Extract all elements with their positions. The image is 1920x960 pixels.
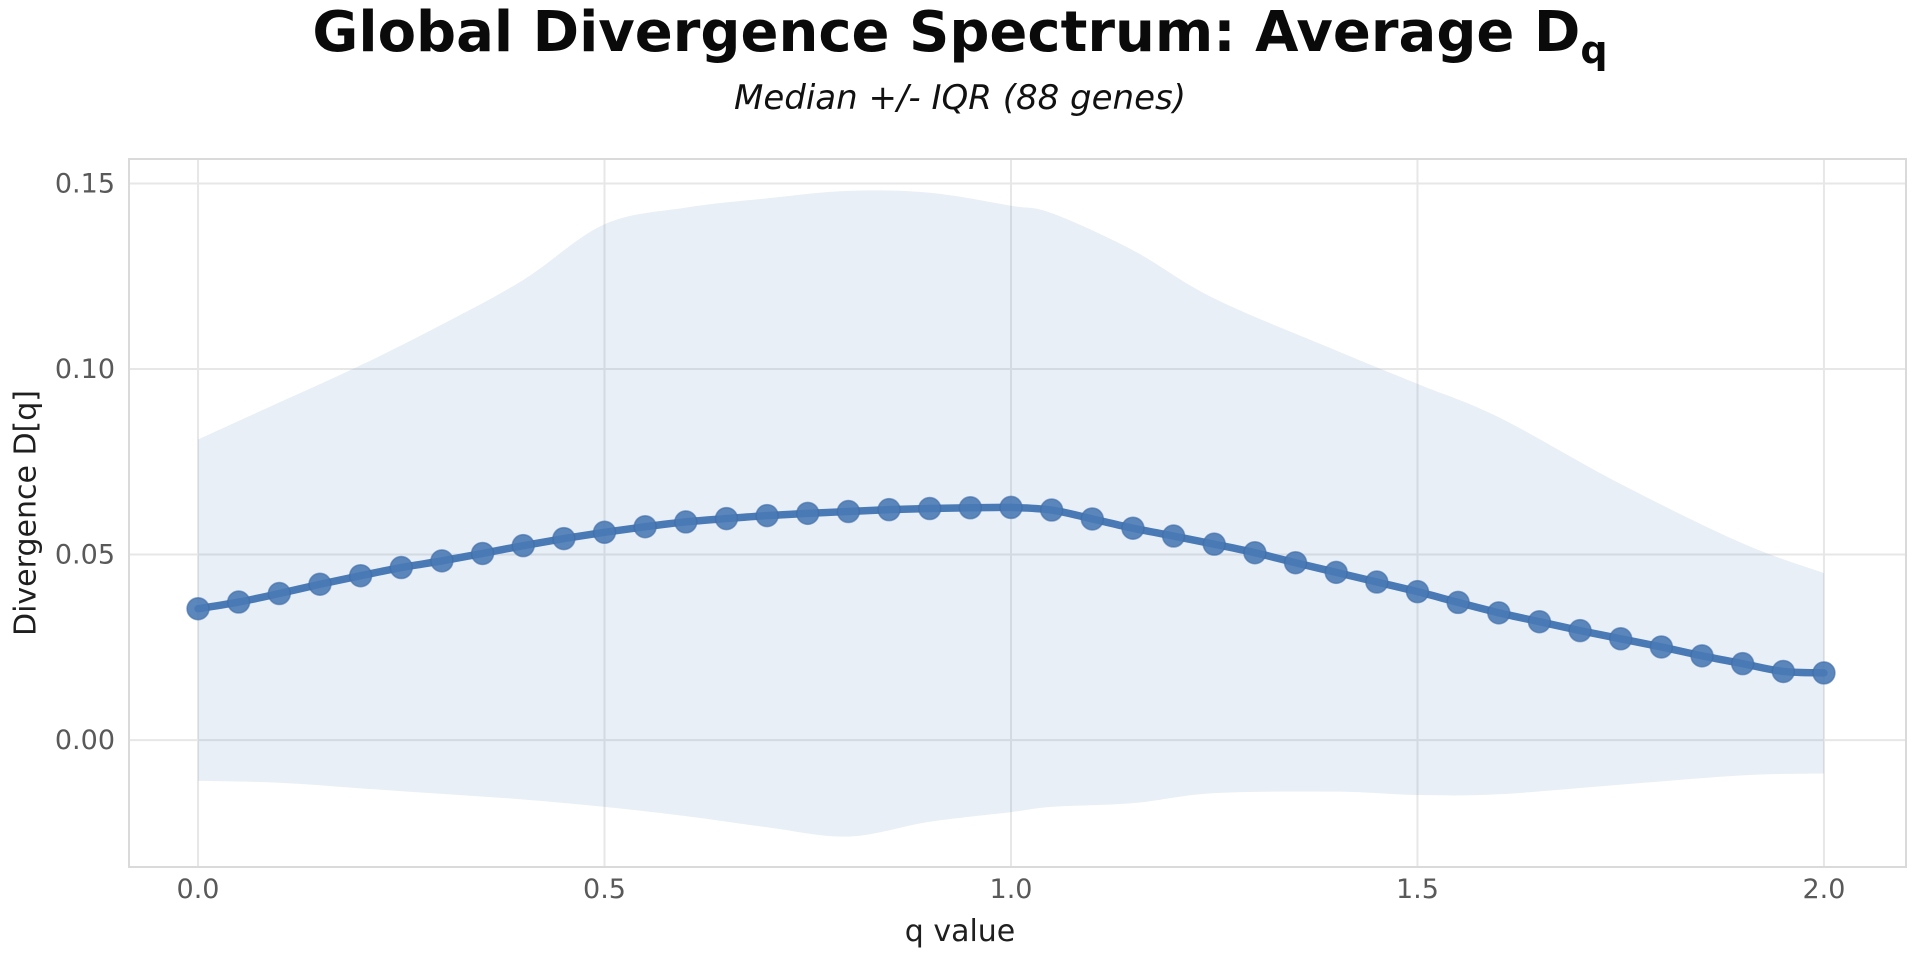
data-point-marker: [1405, 579, 1430, 604]
data-point-marker: [1202, 532, 1226, 556]
data-point-marker: [1446, 590, 1470, 615]
chart-title-text: Global Divergence Spectrum: Average D: [312, 0, 1581, 65]
data-point-marker: [1690, 644, 1714, 668]
data-point-marker: [1365, 570, 1389, 594]
data-point-marker: [1812, 661, 1836, 685]
data-point-marker: [1608, 627, 1633, 651]
data-point-marker: [348, 563, 373, 588]
data-point-marker: [1039, 498, 1064, 522]
data-point-marker: [1487, 601, 1511, 625]
chart-title-subscript: q: [1580, 28, 1608, 72]
data-point-marker: [552, 526, 576, 551]
chart-subtitle: Median +/- IQR (88 genes): [734, 78, 1186, 118]
x-tick-label: 1.5: [1396, 874, 1439, 905]
data-point-marker: [226, 590, 251, 614]
plot-border: [128, 158, 1907, 868]
y-tick-label: 0.05: [55, 540, 115, 571]
data-point-marker: [267, 581, 292, 606]
data-point-marker: [592, 520, 617, 545]
data-point-marker: [511, 533, 535, 558]
data-point-marker: [308, 572, 332, 596]
data-point-marker: [1121, 516, 1145, 540]
data-point-marker: [186, 596, 210, 621]
data-point-marker: [674, 510, 698, 534]
data-point-marker: [470, 541, 495, 566]
data-point-marker: [1527, 609, 1552, 634]
data-point-marker: [714, 506, 739, 531]
data-point-marker: [430, 549, 454, 573]
data-point-marker: [796, 501, 820, 526]
y-tick-label: 0.15: [55, 168, 115, 199]
x-tick-label: 0.0: [177, 874, 220, 905]
data-point-marker: [1324, 560, 1348, 585]
chart-title: Global Divergence Spectrum: Average Dq: [0, 0, 1920, 72]
data-point-marker: [389, 555, 414, 580]
data-point-marker: [1730, 651, 1755, 676]
x-axis-label: q value: [904, 914, 1016, 949]
data-point-marker: [1568, 618, 1592, 643]
data-point-marker: [1771, 659, 1796, 684]
data-point-marker: [1161, 524, 1186, 548]
data-point-marker: [755, 503, 779, 528]
data-point-marker: [1243, 540, 1267, 565]
data-point-marker: [836, 499, 861, 524]
data-point-marker: [1080, 507, 1105, 531]
y-tick-label: 0.00: [55, 725, 115, 756]
data-point-marker: [1649, 635, 1674, 659]
data-point-marker: [917, 496, 942, 521]
x-tick-label: 2.0: [1802, 874, 1845, 905]
x-tick-label: 1.0: [990, 874, 1033, 905]
x-tick-label: 0.5: [583, 874, 626, 905]
data-point-marker: [877, 497, 901, 522]
data-point-marker: [633, 514, 657, 539]
data-point-marker: [958, 496, 983, 520]
y-tick-label: 0.10: [55, 354, 115, 385]
data-point-marker: [1283, 550, 1308, 575]
data-point-marker: [999, 495, 1023, 520]
